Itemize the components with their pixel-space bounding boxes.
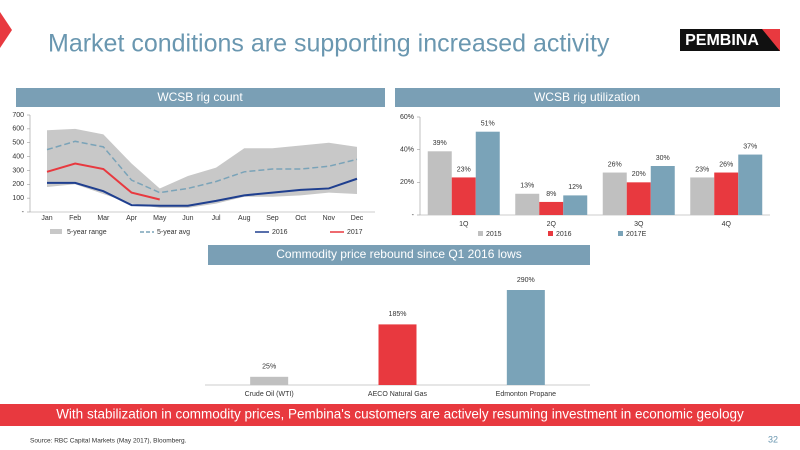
bar [714, 172, 739, 215]
legend-swatch [50, 229, 62, 234]
x-tick-label: Nov [323, 215, 336, 222]
bar [475, 131, 500, 215]
y-tick-label: - [22, 209, 25, 216]
logo-box [680, 29, 780, 51]
bar [451, 177, 476, 215]
logo-accent [762, 29, 780, 51]
legend-label: 2016 [556, 231, 572, 238]
legend-label: 5-year avg [157, 229, 190, 236]
bar [563, 195, 588, 215]
x-tick-label: Jun [182, 215, 193, 222]
legend-label: 5-year range [67, 229, 107, 236]
y-tick-label: 20% [400, 179, 414, 186]
data-label: 290% [517, 277, 535, 284]
x-tick-label: Aug [238, 215, 251, 222]
legend-swatch [548, 231, 553, 236]
bar [539, 201, 564, 215]
y-tick-label: 700 [12, 112, 24, 119]
bar [250, 376, 289, 385]
data-label: 30% [656, 155, 670, 162]
bar [378, 324, 417, 385]
x-tick-label: Jan [41, 215, 52, 222]
data-label: 23% [695, 166, 709, 173]
banner [395, 88, 780, 107]
data-label: 51% [481, 121, 495, 128]
series-line [47, 177, 358, 207]
data-label: 23% [457, 166, 471, 173]
data-label: 185% [389, 311, 407, 318]
x-tick-label: AECO Natural Gas [368, 391, 428, 398]
y-tick-label: 60% [400, 114, 414, 121]
x-tick-label: Edmonton Propane [496, 391, 556, 398]
range-area [47, 128, 357, 208]
logo: PEMBINA [685, 32, 759, 49]
data-label: 13% [520, 183, 534, 190]
chart-title: WCSB rig count [157, 90, 243, 104]
bar [515, 193, 540, 215]
series-line [46, 162, 160, 201]
x-tick-label: 1Q [459, 221, 469, 228]
chart-title: Commodity price rebound since Q1 2016 lo… [276, 247, 521, 261]
data-label: 12% [568, 184, 582, 191]
x-tick-label: Oct [295, 215, 306, 222]
legend-label: 2015 [486, 231, 502, 238]
corner-accent [0, 12, 12, 48]
x-tick-label: 4Q [722, 221, 732, 228]
legend-label: 2017 [347, 229, 363, 236]
banner [208, 245, 590, 265]
data-label: 25% [262, 364, 276, 371]
x-tick-label: May [153, 215, 167, 222]
y-tick-label: 300 [12, 167, 24, 174]
slide-title: Market conditions are supporting increas… [48, 30, 610, 58]
bar [626, 182, 651, 215]
legend-swatch [618, 231, 623, 236]
x-tick-label: Feb [69, 215, 81, 222]
bar [650, 166, 675, 215]
bar [738, 154, 763, 215]
data-label: 37% [743, 143, 757, 150]
y-tick-label: 500 [12, 140, 24, 147]
data-label: 39% [433, 140, 447, 147]
x-tick-label: Jul [212, 215, 221, 222]
bar [427, 151, 452, 215]
bar [690, 177, 715, 215]
x-tick-label: Crude Oil (WTI) [245, 391, 294, 398]
footer-banner [0, 404, 800, 426]
x-tick-label: Apr [126, 215, 138, 222]
data-label: 26% [719, 161, 733, 168]
page-number: 32 [768, 434, 778, 444]
y-tick-label: - [412, 212, 415, 219]
y-tick-label: 40% [400, 147, 414, 154]
data-label: 26% [608, 161, 622, 168]
banner [16, 88, 385, 107]
data-label: 20% [632, 171, 646, 178]
y-tick-label: 100 [12, 195, 24, 202]
legend-label: 2016 [272, 229, 288, 236]
x-tick-label: 2Q [547, 221, 557, 228]
data-label: 8% [546, 191, 556, 198]
footer-text: With stabilization in commodity prices, … [56, 407, 744, 422]
legend-label: 2017E [626, 231, 647, 238]
chart-title: WCSB rig utilization [534, 90, 640, 104]
x-tick-label: 3Q [634, 221, 644, 228]
legend-swatch [478, 231, 483, 236]
y-tick-label: 200 [12, 181, 24, 188]
x-tick-label: Dec [351, 215, 364, 222]
x-tick-label: Mar [97, 215, 110, 222]
x-tick-label: Sep [266, 215, 279, 222]
bar [506, 290, 545, 385]
bar [602, 172, 627, 215]
y-tick-label: 600 [12, 126, 24, 133]
series-line [46, 140, 358, 194]
source: Source: RBC Capital Markets (May 2017), … [30, 438, 187, 445]
y-tick-label: 400 [12, 153, 24, 160]
